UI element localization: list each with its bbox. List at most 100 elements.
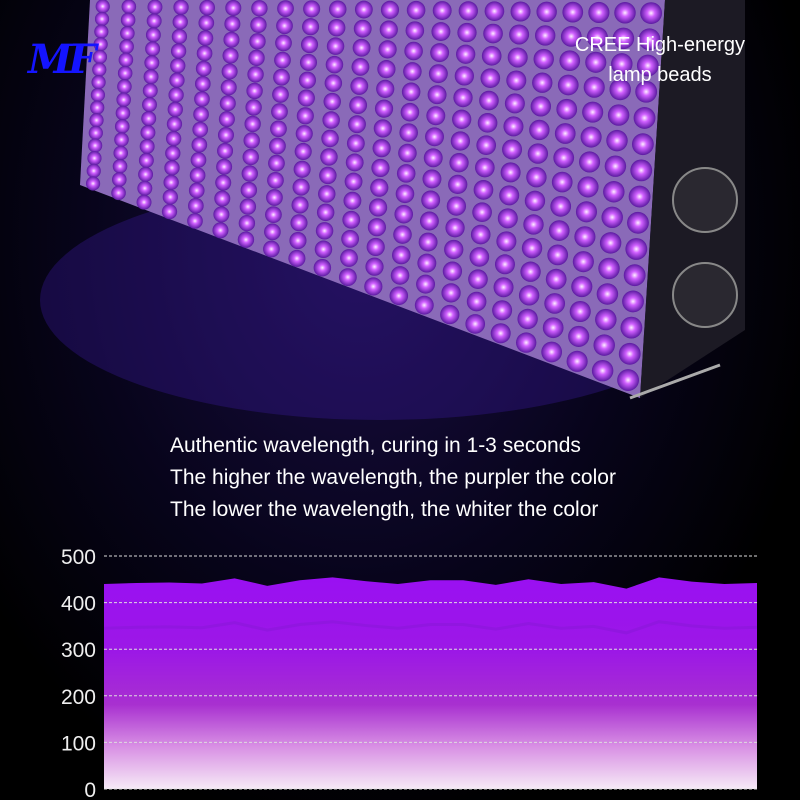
led-bead <box>346 134 365 153</box>
led-bead <box>399 123 418 142</box>
led-bead <box>89 113 104 128</box>
led-bead <box>559 50 581 72</box>
led-bead <box>428 64 448 84</box>
led-bead <box>273 68 290 86</box>
uv-lamp-illustration <box>40 0 745 420</box>
inner-band <box>103 620 758 635</box>
led-bead <box>342 210 361 229</box>
led-bead <box>162 189 178 205</box>
led-bead <box>593 334 615 356</box>
led-bead <box>161 203 178 220</box>
led-bead <box>145 27 161 43</box>
led-bead <box>377 60 396 79</box>
led-bead <box>390 266 410 285</box>
led-bead <box>449 153 469 173</box>
led-bead <box>265 206 282 224</box>
led-bead <box>353 19 372 38</box>
led-bead <box>622 290 644 313</box>
led-bead <box>458 1 478 21</box>
led-bead <box>88 138 103 153</box>
led-bead <box>379 20 398 39</box>
led-bead <box>404 41 423 61</box>
led-bead <box>423 148 443 168</box>
led-bead <box>620 316 643 339</box>
led-bead <box>431 22 451 42</box>
led-bead <box>454 66 474 86</box>
led-bead <box>341 229 360 248</box>
led-bead <box>139 138 155 154</box>
led-bead <box>560 26 582 47</box>
led-bead <box>618 342 641 365</box>
led-bead <box>614 2 636 24</box>
led-bead <box>562 1 584 23</box>
led-bead <box>389 286 409 306</box>
led-bead <box>440 304 460 325</box>
led-bead <box>601 206 623 229</box>
led-bead <box>445 218 465 238</box>
led-bead <box>579 151 601 173</box>
led-bead <box>248 49 265 67</box>
led-bead <box>239 198 257 215</box>
led-bead <box>191 136 208 153</box>
led-bead <box>580 126 602 148</box>
led-bead <box>121 0 137 14</box>
led-bead <box>376 79 395 98</box>
led-bead <box>426 106 446 126</box>
led-bead <box>219 95 236 112</box>
led-bead <box>370 178 389 197</box>
led-bead <box>187 213 203 229</box>
led-bead <box>321 129 339 148</box>
led-bead <box>470 224 491 245</box>
led-bead <box>92 62 107 77</box>
led-bead <box>557 74 579 96</box>
led-bead <box>354 0 373 19</box>
led-bead <box>510 1 531 22</box>
led-bead <box>188 182 205 199</box>
led-bead <box>481 46 502 66</box>
led-bead <box>406 0 426 20</box>
led-bead <box>195 75 211 92</box>
led-bead <box>267 171 284 189</box>
led-bead <box>165 130 182 147</box>
led-bead <box>583 76 605 98</box>
led-bead <box>529 119 550 141</box>
led-bead <box>405 21 425 40</box>
led-bead <box>422 169 442 189</box>
led-bead <box>164 160 180 176</box>
description-line: The higher the wavelength, the purpler t… <box>170 466 616 489</box>
led-bead <box>90 87 105 103</box>
led-bead <box>553 147 575 169</box>
led-bead <box>364 277 383 296</box>
led-bead <box>140 125 156 140</box>
y-tick-label: 500 <box>61 546 96 569</box>
led-bead <box>245 99 262 116</box>
led-bead <box>638 28 661 51</box>
led-bead <box>611 53 633 75</box>
led-bead <box>475 157 495 178</box>
led-bead <box>296 107 314 125</box>
wavelength-area <box>104 577 757 789</box>
led-bead <box>631 133 654 156</box>
led-bead <box>199 0 215 16</box>
led-bead <box>442 261 463 281</box>
led-bead <box>380 0 400 19</box>
led-bead <box>114 132 129 147</box>
led-bead <box>270 120 287 138</box>
led-bead <box>473 180 494 200</box>
led-bead <box>623 264 646 287</box>
led-bead <box>636 54 659 77</box>
led-bead <box>237 231 255 248</box>
led-bead <box>198 15 215 31</box>
led-bead <box>120 12 136 28</box>
led-bead <box>314 240 333 259</box>
led-bead <box>598 257 620 280</box>
led-bead <box>395 184 415 204</box>
led-bead <box>292 178 310 196</box>
led-bead <box>444 239 464 260</box>
led-bead <box>221 63 238 80</box>
led-bead <box>466 291 487 312</box>
led-bead <box>93 37 108 52</box>
led-bead <box>142 83 158 99</box>
led-bead <box>520 261 541 282</box>
led-bead <box>238 214 256 232</box>
